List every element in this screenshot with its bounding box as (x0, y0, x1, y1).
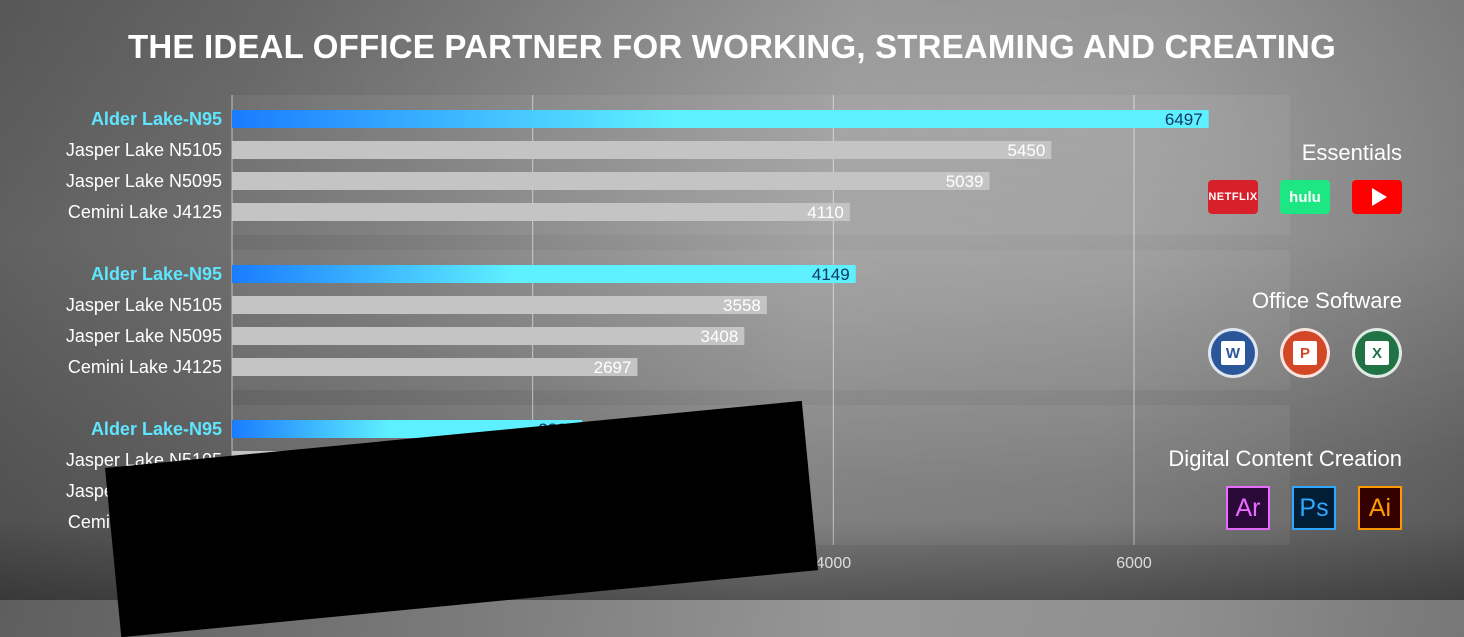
office-software-title: Office Software (1252, 288, 1402, 313)
category-label: Cemini Lake J4125 (68, 202, 222, 222)
illustrator-icon: Ai (1358, 486, 1402, 530)
x-tick-label: 4000 (816, 555, 852, 572)
value-label: 3558 (723, 296, 761, 315)
value-label: 2697 (594, 358, 632, 377)
category-label: Jasper Lake N5105 (66, 295, 222, 315)
play-icon (1371, 188, 1387, 206)
highlight-bar (232, 265, 856, 283)
hulu-icon: hulu (1280, 180, 1330, 214)
value-label: 5450 (1007, 141, 1045, 160)
youtube-icon (1352, 180, 1402, 214)
value-label: 3408 (701, 327, 739, 346)
value-label: 6497 (1165, 110, 1203, 129)
adobe-aero-icon: Ar (1226, 486, 1270, 530)
powerpoint-icon: P (1280, 328, 1330, 378)
photoshop-icon: Ps (1292, 486, 1336, 530)
category-label: Jasper Lake N5095 (66, 326, 222, 346)
category-label: Jasper Lake N5095 (66, 171, 222, 191)
value-label: 4149 (812, 265, 850, 284)
category-label: Alder Lake-N95 (91, 264, 222, 284)
bar (232, 296, 767, 314)
bar (232, 172, 990, 190)
page-title: THE IDEAL OFFICE PARTNER FOR WORKING, ST… (128, 28, 1336, 65)
netflix-icon: NETFLIX (1208, 180, 1258, 214)
value-label: 4110 (807, 203, 844, 222)
category-label: Alder Lake-N95 (91, 109, 222, 129)
bar (232, 203, 850, 221)
x-tick-label: 6000 (1116, 555, 1152, 572)
category-label: Jasper Lake N5105 (66, 140, 222, 160)
content-creation-title: Digital Content Creation (1168, 446, 1402, 471)
bar (232, 327, 745, 345)
highlight-bar (232, 110, 1209, 128)
category-label: Alder Lake-N95 (91, 419, 222, 439)
value-label: 5039 (946, 172, 984, 191)
word-icon: W (1208, 328, 1258, 378)
bar (232, 358, 638, 376)
content-creation-section: Digital Content Creation Ar Ps Ai (1168, 446, 1402, 530)
essentials-title: Essentials (1301, 140, 1402, 165)
category-label: Cemini Lake J4125 (68, 357, 222, 377)
office-software-section: Office Software W P X (1208, 288, 1402, 378)
bar (232, 141, 1052, 159)
excel-icon: X (1352, 328, 1402, 378)
essentials-section: Essentials NETFLIX hulu (1208, 140, 1402, 214)
